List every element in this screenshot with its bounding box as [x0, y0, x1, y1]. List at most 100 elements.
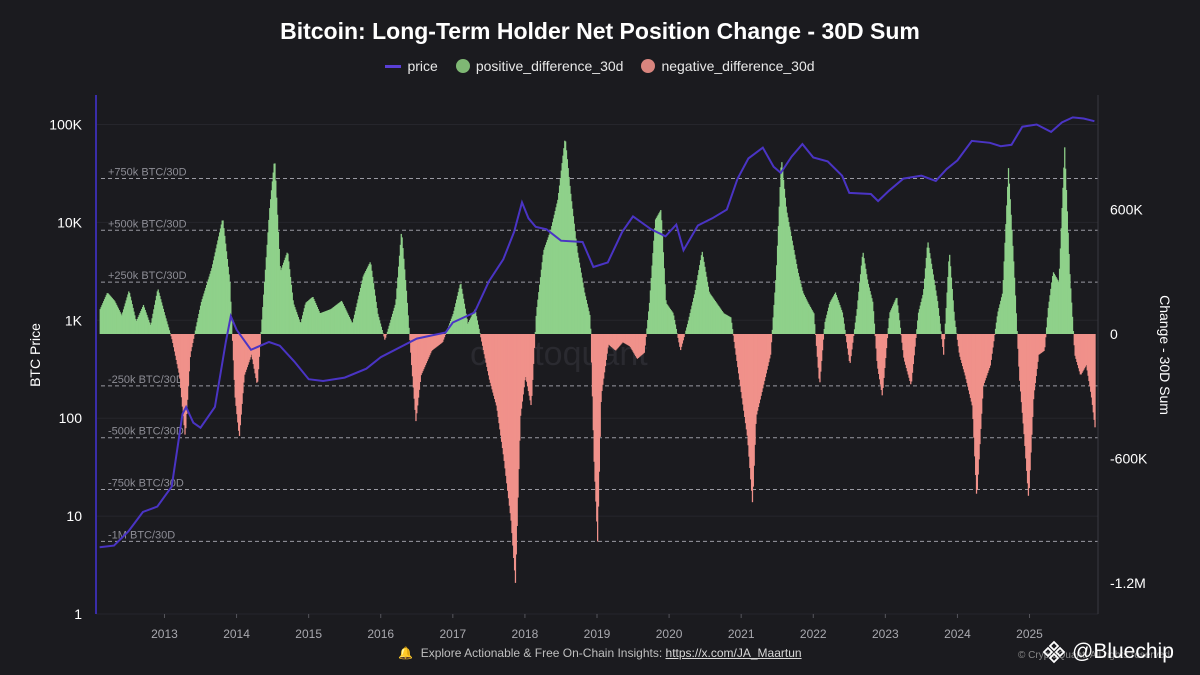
negative-bar: [1044, 334, 1046, 348]
negative-bar: [616, 334, 618, 350]
negative-bar: [176, 334, 178, 365]
negative-bar: [444, 334, 447, 335]
footer-link[interactable]: https://x.com/JA_Maartun: [665, 646, 802, 660]
positive-bar: [475, 316, 478, 334]
positive-bar: [401, 237, 403, 334]
negative-bar: [438, 334, 440, 345]
positive-bar: [195, 326, 197, 334]
negative-bar: [413, 334, 415, 399]
positive-bar: [709, 293, 711, 334]
negative-bar: [631, 334, 633, 351]
negative-bar: [848, 334, 850, 361]
positive-bar: [353, 318, 355, 334]
negative-bar: [618, 334, 620, 347]
negative-bar: [1087, 334, 1089, 376]
positive-bar: [655, 217, 658, 334]
positive-bar: [197, 318, 199, 334]
negative-bar: [1022, 334, 1024, 424]
negative-bar: [497, 334, 499, 417]
negative-bar: [1032, 334, 1035, 400]
positive-bar: [359, 288, 362, 334]
negative-bar: [177, 334, 179, 369]
negative-bar: [430, 334, 432, 354]
negative-bar: [512, 334, 514, 546]
positive-bar: [151, 318, 153, 334]
left-tick-label: 1: [74, 606, 82, 622]
positive-bar: [445, 332, 447, 334]
negative-bar: [639, 334, 641, 357]
positive-bar: [123, 306, 126, 334]
negative-bar: [490, 334, 492, 387]
negative-bar: [621, 334, 623, 344]
negative-bar: [986, 334, 988, 376]
positive-bar: [152, 313, 154, 334]
negative-bar: [680, 334, 682, 351]
negative-bar: [610, 334, 613, 347]
negative-bar: [251, 334, 254, 360]
positive-bar: [1003, 261, 1005, 334]
positive-bar: [295, 312, 298, 334]
positive-bar: [806, 300, 808, 334]
negative-bar: [904, 334, 906, 362]
positive-bar: [160, 299, 162, 334]
positive-bar: [1065, 190, 1068, 334]
x-tick-label: 2019: [584, 627, 611, 641]
negative-bar: [644, 334, 646, 346]
negative-bar: [254, 334, 256, 374]
positive-bar: [352, 322, 354, 334]
positive-bar: [366, 269, 368, 334]
positive-bar: [1061, 208, 1063, 334]
negative-bar: [505, 334, 507, 476]
positive-bar: [544, 247, 546, 334]
positive-bar: [667, 305, 669, 334]
positive-bar: [148, 322, 151, 334]
positive-bar: [937, 308, 940, 334]
negative-bar: [981, 334, 984, 399]
positive-bar: [805, 298, 807, 334]
legend-item-positive[interactable]: positive_difference_30d: [455, 58, 623, 74]
positive-bar: [810, 308, 812, 334]
positive-bar: [578, 262, 581, 334]
positive-bar: [558, 185, 561, 334]
legend-item-negative[interactable]: negative_difference_30d: [641, 58, 815, 74]
negative-bar: [749, 334, 751, 469]
positive-bar: [118, 310, 120, 334]
positive-bar: [1062, 187, 1064, 334]
negative-bar: [620, 334, 622, 345]
positive-bar: [705, 271, 707, 334]
positive-bar: [573, 223, 575, 334]
positive-bar: [122, 312, 124, 334]
negative-bar: [186, 334, 189, 400]
negative-bar: [1083, 334, 1085, 370]
positive-bar: [551, 225, 553, 334]
negative-bar: [507, 334, 509, 491]
positive-bar: [135, 319, 137, 334]
negative-bar: [593, 334, 595, 462]
positive-bar: [1053, 273, 1056, 334]
positive-bar: [363, 274, 365, 334]
positive-bar: [562, 155, 564, 334]
positive-bar: [802, 290, 804, 334]
negative-bar: [755, 334, 757, 424]
positive-bar: [347, 313, 349, 334]
positive-bar: [922, 294, 924, 334]
negative-bar: [181, 334, 184, 407]
negative-bar: [1081, 334, 1083, 373]
negative-bar: [878, 334, 880, 374]
positive-bar: [462, 293, 464, 334]
negative-bar: [645, 334, 647, 338]
legend-item-price[interactable]: price: [385, 58, 438, 74]
positive-bar: [1060, 228, 1062, 334]
positive-bar: [872, 301, 874, 334]
negative-bar: [190, 334, 192, 352]
positive-bar: [1045, 327, 1048, 334]
positive-bar: [555, 207, 557, 334]
positive-bar: [218, 236, 220, 334]
positive-bar: [144, 309, 146, 334]
positive-bar: [1011, 230, 1013, 334]
negative-bar: [1076, 334, 1078, 362]
positive-bar: [856, 309, 858, 334]
positive-bar: [1054, 275, 1056, 334]
positive-bar: [775, 280, 777, 334]
negative-bar: [430, 334, 433, 352]
